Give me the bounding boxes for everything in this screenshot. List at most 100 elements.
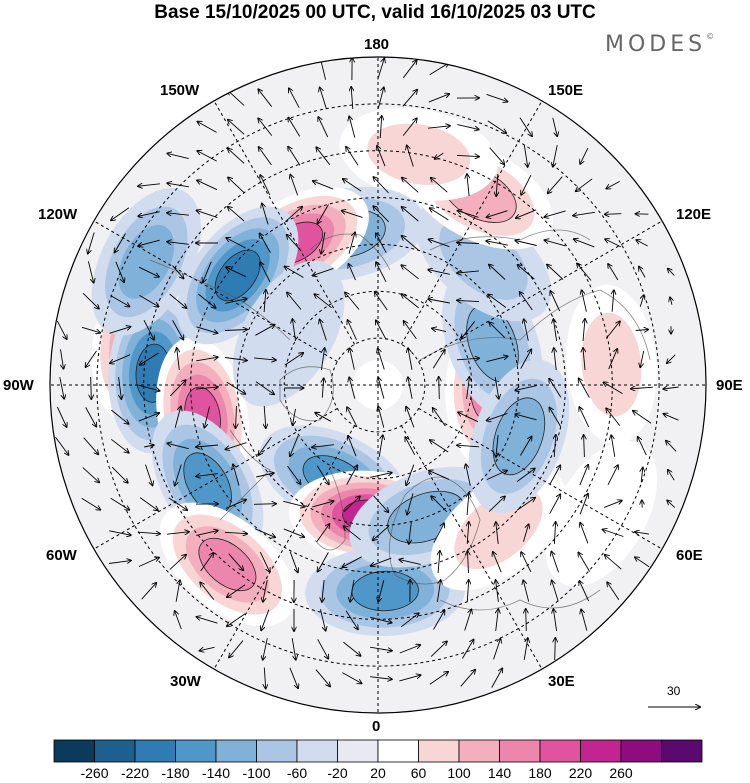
wind-arrow [428, 94, 449, 103]
wind-arrow [320, 348, 324, 370]
wind-arrow [544, 240, 566, 247]
wind-arrow [140, 352, 159, 365]
wind-arrow [290, 435, 299, 456]
wind-arrow [197, 122, 217, 133]
wind-arrow [55, 436, 69, 455]
wind-arrow [322, 580, 324, 602]
wind-arrow [407, 493, 414, 514]
wind-arrow [460, 670, 475, 687]
wind-arrow [373, 525, 390, 541]
anomaly-center [91, 188, 201, 336]
wind-arrow [439, 377, 440, 400]
wind-arrow [436, 580, 440, 602]
wind-arrow [342, 672, 361, 684]
wind-arrow [255, 381, 274, 395]
wind-arrow [261, 609, 270, 631]
wind-arrow [467, 522, 469, 545]
wind-arrow [580, 523, 589, 544]
wind-arrow [407, 146, 414, 167]
colorbar-segment [458, 739, 500, 763]
wind-arrow [461, 321, 476, 338]
wind-arrow [574, 239, 595, 248]
wind-arrow [348, 436, 357, 457]
wind-arrow [287, 235, 302, 252]
wind-arrow [59, 377, 64, 399]
wind-arrow [289, 551, 298, 573]
wind-arrow [635, 532, 650, 534]
wind-arrow [663, 387, 679, 389]
wind-arrow [433, 611, 445, 630]
wind-arrow [579, 465, 588, 486]
wind-arrow [603, 530, 624, 537]
wind-arrow [430, 208, 449, 221]
meridian-line [213, 425, 356, 670]
wind-arrow [321, 232, 326, 254]
meridian-line [93, 407, 338, 550]
colorbar-segment [418, 739, 460, 763]
wind-arrow [408, 348, 413, 370]
wind-arrow [433, 408, 446, 427]
wind-arrow [263, 638, 268, 660]
wind-arrow [378, 377, 385, 399]
wind-arrow [228, 207, 245, 222]
wind-arrow [348, 320, 357, 341]
wind-arrow [317, 639, 329, 658]
wind-arrow [137, 532, 160, 534]
wind-arrow [197, 617, 218, 624]
wind-arrow [259, 147, 272, 166]
wind-arrow [428, 126, 450, 128]
wind-arrow [167, 443, 189, 450]
anomaly-contour [198, 537, 257, 592]
wind-arrow [457, 271, 479, 273]
wind-arrow [526, 609, 527, 632]
wind-arrow [467, 377, 470, 399]
wind-arrow [345, 293, 360, 310]
wind-arrow [605, 321, 620, 339]
wind-arrow [291, 638, 296, 660]
wind-arrow [224, 330, 247, 331]
wind-arrow [111, 438, 128, 452]
wind-arrow [468, 551, 469, 574]
wind-arrow [604, 501, 622, 508]
meridian-line [213, 100, 356, 345]
wind-arrow [88, 232, 95, 254]
lon-label-150e: 150E [548, 82, 584, 99]
wind-arrow [256, 473, 274, 478]
colorbar-tick-label: -20 [327, 765, 348, 781]
wind-arrow [200, 646, 215, 650]
lon-label-30e: 30E [548, 673, 575, 690]
colorbar-tick-label: 260 [609, 765, 633, 781]
wind-arrow [198, 293, 215, 308]
wind-arrow [314, 294, 332, 309]
colorbar-segment [337, 739, 379, 763]
wind-arrow [580, 147, 589, 164]
wind-arrow [520, 292, 533, 311]
colorbar-tick-label: -180 [161, 765, 190, 781]
colorbar-segment [377, 739, 419, 763]
wind-arrow [635, 330, 649, 331]
wind-arrow [259, 551, 269, 572]
wind-arrow [204, 406, 211, 427]
wind-arrow [111, 409, 128, 424]
colorbar-tick-label: 20 [370, 765, 386, 781]
wind-arrow [175, 611, 182, 630]
wind-arrow [85, 407, 97, 426]
wind-arrow [428, 299, 450, 304]
wind-arrow [110, 295, 130, 307]
wind-arrow [402, 236, 419, 251]
wind-arrow [611, 435, 616, 457]
wind-arrow [82, 467, 99, 483]
wind-arrow [604, 382, 623, 394]
wind-arrow [253, 504, 276, 505]
wind-arrow [233, 464, 240, 486]
wind-arrow [518, 265, 535, 280]
wind-arrow [196, 326, 218, 333]
wind-arrow [607, 465, 618, 486]
colorbar [53, 739, 703, 763]
wind-arrow [227, 613, 246, 626]
wind-arrow [636, 240, 648, 247]
wind-arrow [491, 668, 503, 688]
wind-arrow [399, 560, 421, 565]
wind-arrow [109, 561, 131, 564]
wind-arrow [547, 265, 564, 280]
